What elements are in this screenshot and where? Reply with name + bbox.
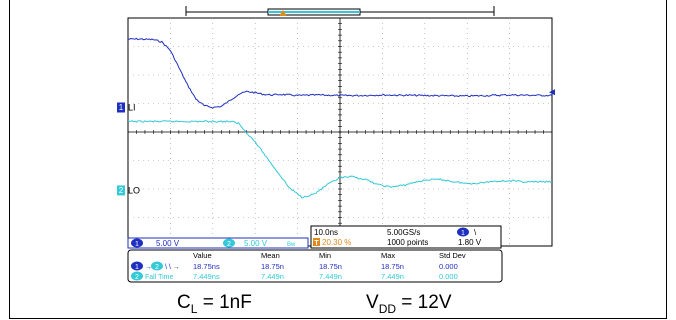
delay-min: 18.75n bbox=[319, 262, 342, 271]
trace-area bbox=[128, 37, 552, 199]
svg-text:2: 2 bbox=[227, 241, 231, 248]
trace-li bbox=[128, 37, 552, 109]
header-stddev: Std Dev bbox=[439, 251, 466, 260]
trace-lo bbox=[128, 120, 552, 199]
trigger-position: 20.30 % bbox=[322, 238, 351, 247]
measurement-row-delay: 1 → 2 \ \ → 18.75ns 18.75n 18.75n 18.75n… bbox=[131, 261, 458, 271]
trigger-level: 1.80 V bbox=[458, 238, 482, 247]
delay-value: 18.75ns bbox=[193, 262, 220, 271]
supply-voltage-label: VDD = 12V bbox=[366, 292, 452, 316]
ch2-marker: 2 LO bbox=[117, 185, 140, 196]
ch2-scale: 5.00 V bbox=[244, 239, 268, 248]
svg-text:→: → bbox=[145, 264, 152, 271]
svg-text:Fall Time: Fall Time bbox=[145, 274, 174, 281]
svg-text:1: 1 bbox=[119, 103, 124, 112]
svg-text:1: 1 bbox=[135, 264, 139, 271]
svg-text:2: 2 bbox=[155, 264, 159, 271]
delay-stddev: 0.000 bbox=[439, 262, 458, 271]
timebase: 10.0ns bbox=[314, 228, 338, 237]
svg-text:1: 1 bbox=[461, 230, 465, 237]
trigger-level-marker bbox=[549, 89, 555, 96]
sample-rate: 5.00GS/s bbox=[387, 228, 420, 237]
trigger-slope: \ bbox=[474, 228, 477, 237]
header-max: Max bbox=[381, 251, 395, 260]
ch1-marker: 1 LI bbox=[117, 102, 136, 113]
load-capacitance-label: CL = 1nF bbox=[177, 292, 252, 316]
delay-max: 18.75n bbox=[381, 262, 404, 271]
record-position-marker bbox=[279, 10, 287, 16]
svg-text:1: 1 bbox=[135, 241, 139, 248]
figure-caption: CL = 1nF VDD = 12V bbox=[0, 292, 676, 320]
top-ruler bbox=[185, 6, 495, 16]
measurement-row-fall-time: 2 Fall Time 7.449ns 7.449n 7.449n 7.449n… bbox=[131, 271, 458, 281]
fall-mean: 7.449n bbox=[261, 272, 284, 281]
channel-scale-bar: 1 5.00 V 2 5.00 V Bw bbox=[127, 237, 309, 249]
record-length: 1000 points bbox=[387, 238, 428, 247]
ch1-scale: 5.00 V bbox=[156, 239, 180, 248]
ch2-bw-symbol: Bw bbox=[287, 242, 296, 248]
measurement-table: Value Mean Min Max Std Dev 1 → 2 \ \ → 1… bbox=[127, 249, 503, 283]
graticule bbox=[127, 17, 553, 247]
header-mean: Mean bbox=[261, 251, 280, 260]
svg-text:2: 2 bbox=[119, 186, 124, 195]
svg-text:2: 2 bbox=[135, 274, 139, 281]
ch1-trace-label: LI bbox=[128, 102, 136, 112]
timebase-readout: 10.0ns 5.00GS/s 1 \ T 20.30 % 1000 point… bbox=[310, 225, 502, 249]
svg-text:\ \ →: \ \ → bbox=[165, 264, 180, 271]
figure-frame bbox=[9, 0, 667, 319]
fall-stddev: 0.000 bbox=[439, 272, 458, 281]
fall-max: 7.449n bbox=[381, 272, 404, 281]
ch2-trace-label: LO bbox=[128, 185, 140, 195]
delay-mean: 18.75n bbox=[261, 262, 284, 271]
header-min: Min bbox=[319, 251, 331, 260]
fall-value: 7.449ns bbox=[193, 272, 220, 281]
svg-text:T: T bbox=[314, 240, 319, 247]
oscilloscope-display: T 1 LI 2 LO 1 5.00 V 2 5.00 V Bw 10.0ns … bbox=[117, 6, 555, 283]
fall-min: 7.449n bbox=[319, 272, 342, 281]
header-value: Value bbox=[193, 251, 212, 260]
